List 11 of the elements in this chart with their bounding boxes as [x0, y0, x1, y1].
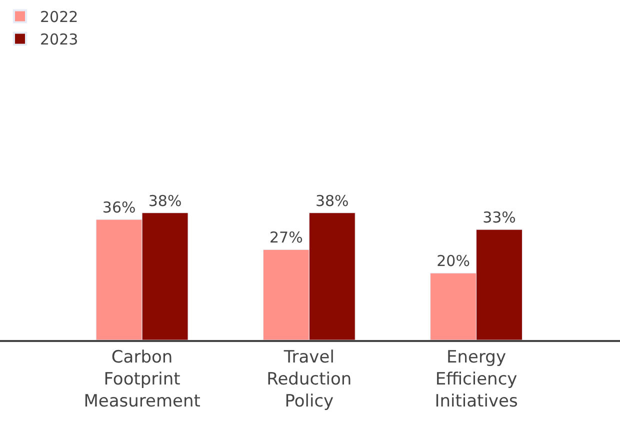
legend-label: 2022 [40, 8, 78, 26]
data-label: 38% [148, 192, 182, 210]
data-label: 20% [436, 252, 470, 270]
data-label: 38% [315, 192, 349, 210]
data-label: 36% [102, 198, 136, 217]
data-label: 27% [270, 228, 303, 247]
data-label: 33% [482, 208, 516, 227]
x-tick-label: Energy Efficiency Initiatives [434, 347, 518, 412]
x-tick-label: Carbon Footprint Measurement [84, 347, 201, 412]
legend-label: 2023 [40, 30, 78, 49]
x-tick-label: Travel Reduction Policy [266, 347, 352, 412]
